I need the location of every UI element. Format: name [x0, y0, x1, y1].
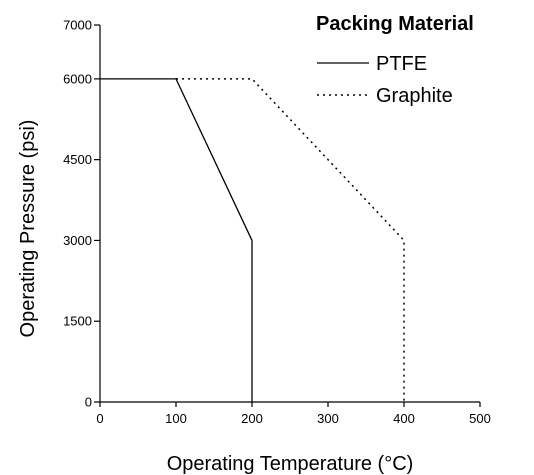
axes — [99, 25, 480, 403]
y-tick-label: 3000 — [63, 233, 92, 248]
x-ticks: 0 100 200 300 400 500 — [96, 402, 491, 426]
y-axis-title: Operating Pressure (psi) — [17, 120, 39, 338]
legend: Packing Material PTFE Graphite — [316, 13, 474, 107]
x-tick-label: 500 — [469, 411, 491, 426]
y-tick-label: 7000 — [63, 18, 92, 33]
x-tick-label: 100 — [165, 411, 187, 426]
legend-title: Packing Material — [316, 13, 474, 35]
y-tick-label: 0 — [85, 395, 92, 410]
y-tick-label: 6000 — [63, 71, 92, 86]
x-tick-label: 300 — [317, 411, 339, 426]
legend-items: PTFE Graphite — [317, 53, 453, 107]
x-axis-title: Operating Temperature (°C) — [167, 453, 414, 475]
y-tick-label: 4500 — [63, 152, 92, 167]
x-tick-label: 400 — [393, 411, 415, 426]
series-line-ptfe — [100, 78, 253, 402]
x-tick-label: 200 — [241, 411, 263, 426]
legend-label-graphite: Graphite — [376, 85, 453, 107]
y-tick-label: 1500 — [63, 314, 92, 329]
x-tick-label: 0 — [96, 411, 103, 426]
y-ticks: 0 1500 3000 4500 6000 7000 — [63, 18, 100, 410]
legend-label-ptfe: PTFE — [376, 53, 427, 75]
series-line-graphite — [176, 78, 405, 402]
series-layer — [100, 78, 405, 402]
